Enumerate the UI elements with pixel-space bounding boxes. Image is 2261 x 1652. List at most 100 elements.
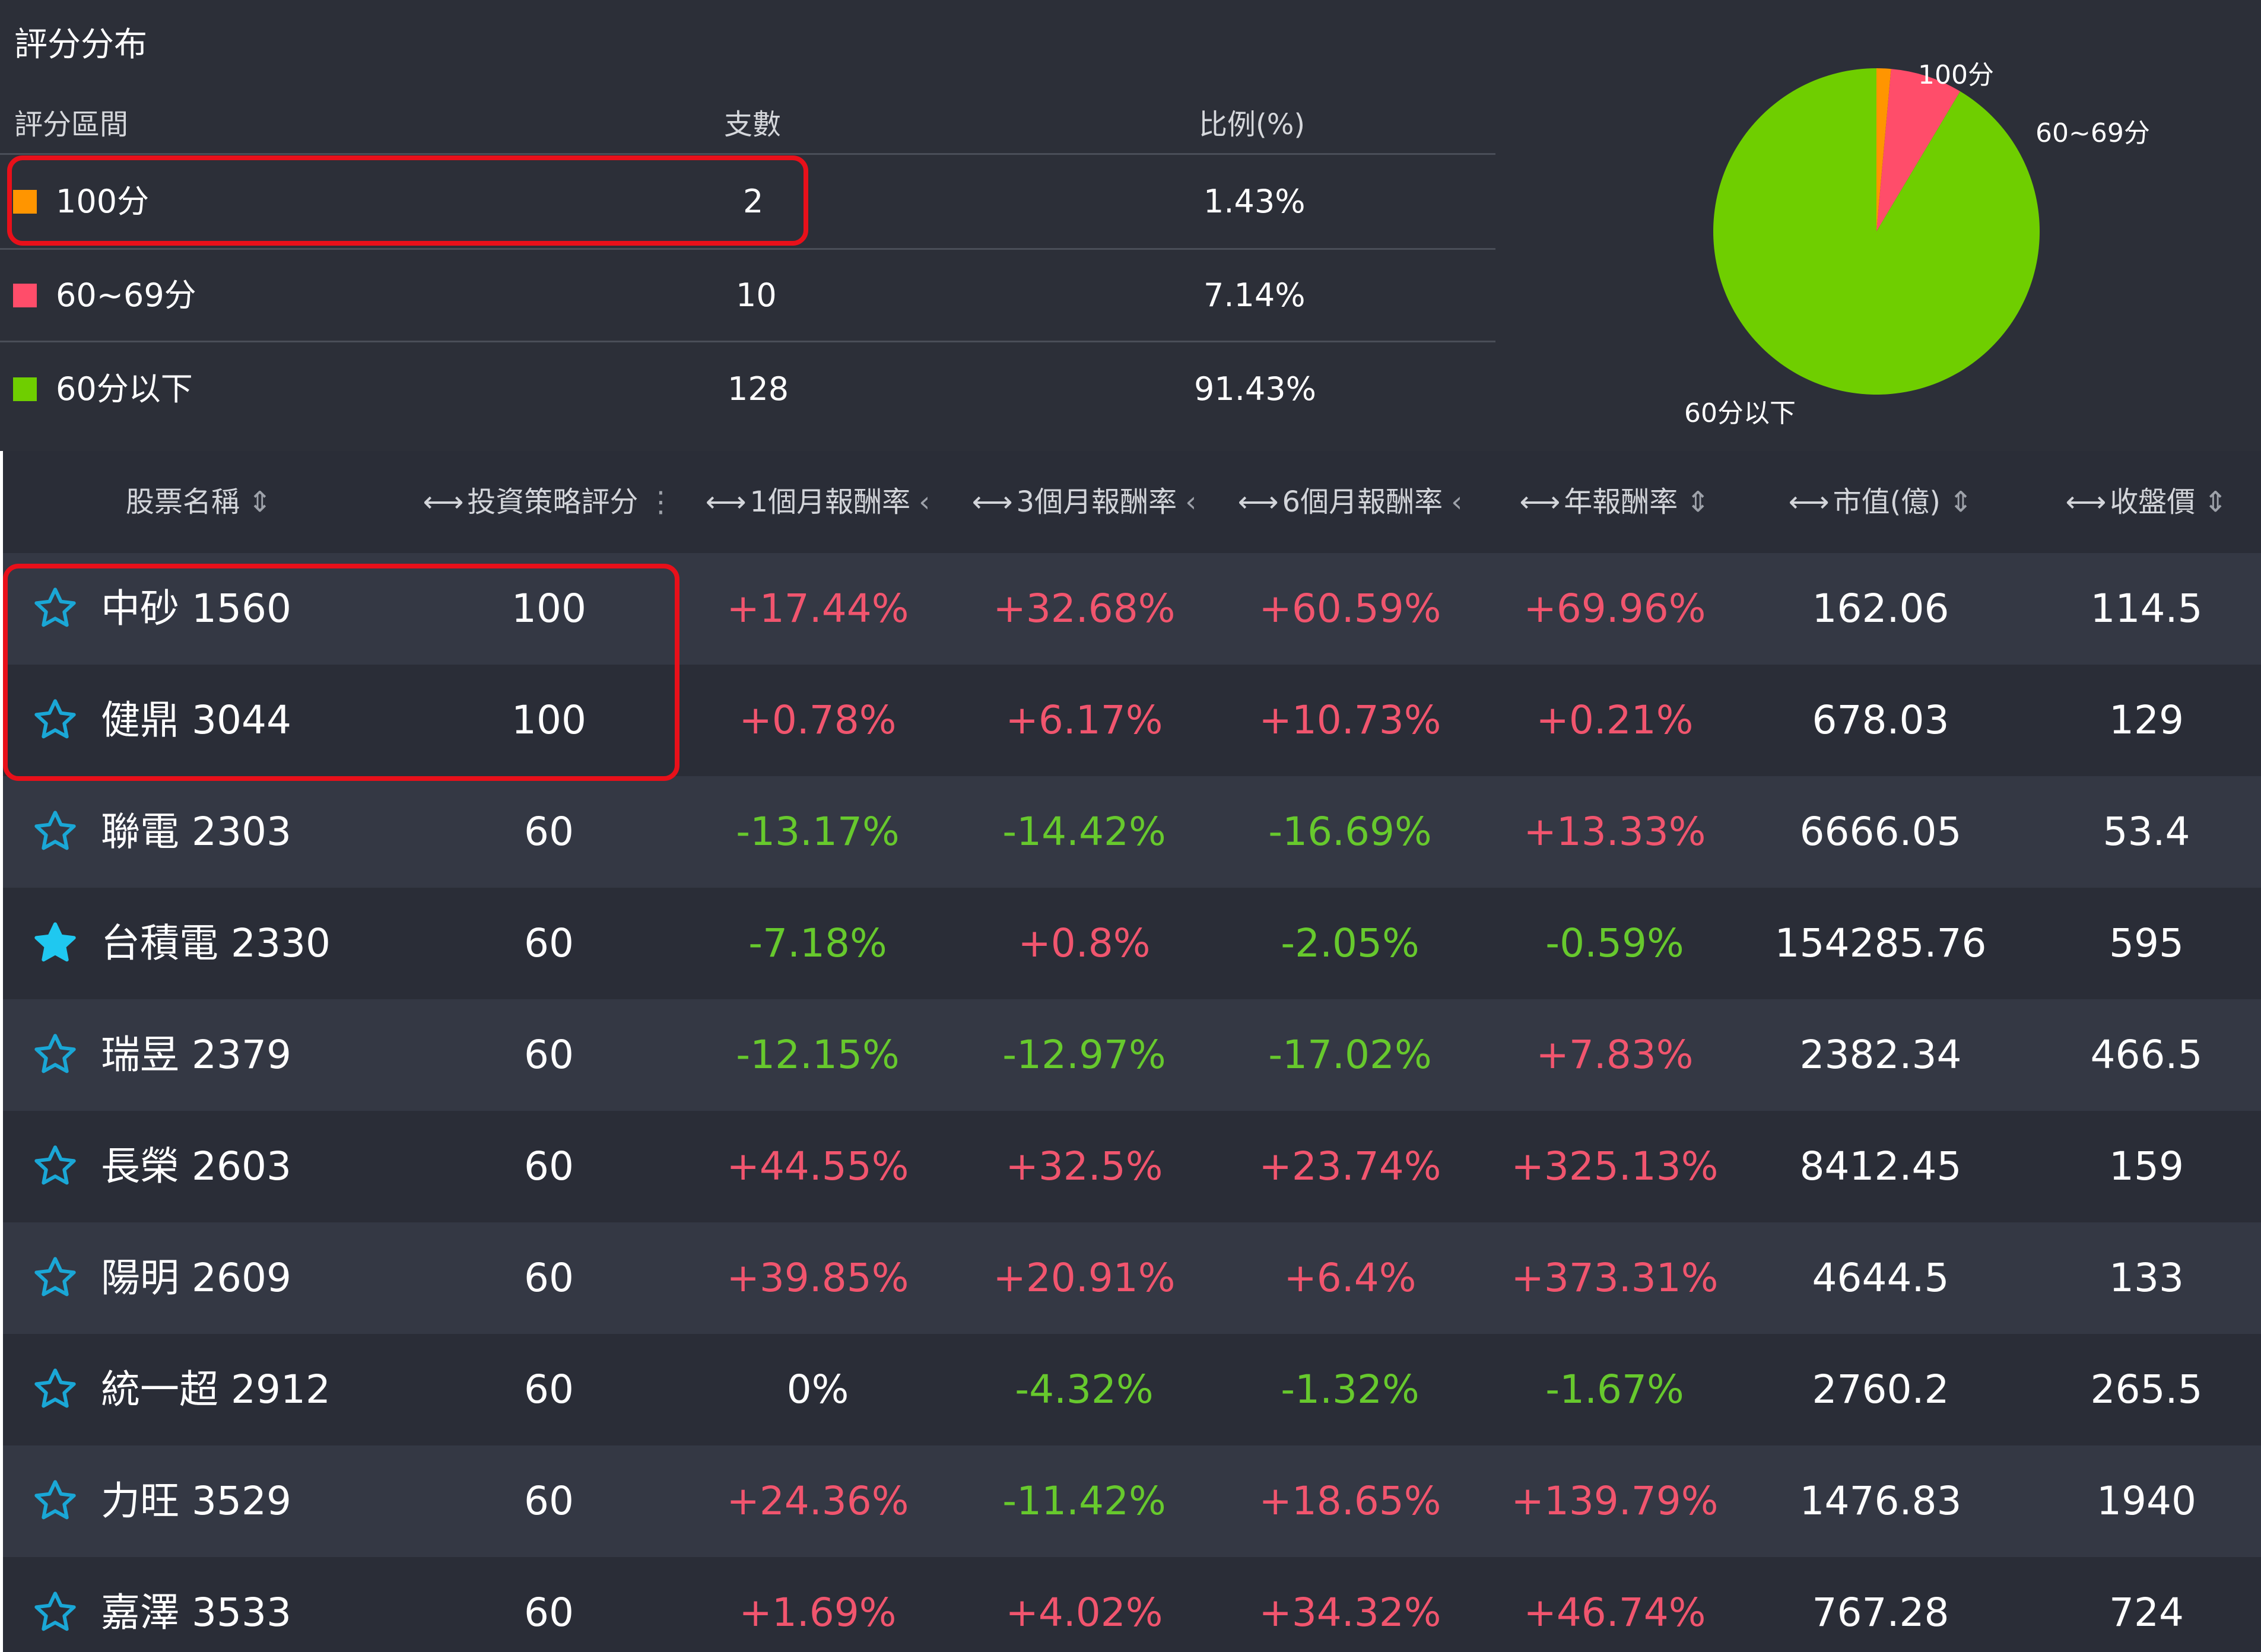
resize-arrow-icon: ⟷ bbox=[705, 485, 747, 519]
star-outline-icon[interactable] bbox=[31, 1365, 79, 1413]
cell-score: 60 bbox=[524, 1478, 574, 1524]
count-value: 128 bbox=[728, 370, 789, 408]
cell-m1: -12.15% bbox=[736, 1032, 900, 1078]
pie-slice bbox=[1876, 68, 1891, 231]
stock-name[interactable]: 健鼎 3044 bbox=[101, 697, 291, 743]
pie-slice bbox=[1713, 68, 2040, 395]
column-header-label: 股票名稱 bbox=[125, 485, 240, 519]
resize-arrow-icon: ⟷ bbox=[423, 485, 464, 519]
sort-icon[interactable]: ⋮ bbox=[646, 485, 675, 519]
divider bbox=[0, 341, 1495, 342]
stock-name[interactable]: 力旺 3529 bbox=[101, 1478, 291, 1524]
star-outline-icon[interactable] bbox=[31, 808, 79, 855]
column-header[interactable]: 股票名稱 ⇕ bbox=[126, 451, 272, 553]
cell-cap: 1476.83 bbox=[1799, 1478, 1962, 1524]
cell-m3: +32.5% bbox=[1005, 1143, 1163, 1189]
star-outline-icon[interactable] bbox=[31, 1477, 79, 1524]
cell-m3: +20.91% bbox=[993, 1255, 1176, 1301]
cell-m3: -12.97% bbox=[1002, 1032, 1166, 1078]
cell-score: 60 bbox=[524, 809, 574, 854]
stock-name[interactable]: 瑞昱 2379 bbox=[101, 1032, 291, 1078]
stock-name[interactable]: 陽明 2609 bbox=[101, 1255, 291, 1301]
sort-icon[interactable]: ‹ bbox=[1185, 485, 1197, 519]
resize-arrow-icon: ⟷ bbox=[1519, 485, 1561, 519]
star-outline-icon[interactable] bbox=[31, 1031, 79, 1078]
star-outline-icon[interactable] bbox=[31, 696, 79, 744]
stock-name[interactable]: 長榮 2603 bbox=[101, 1143, 291, 1189]
column-header[interactable]: ⟷ 6個月報酬率 ‹ bbox=[1238, 451, 1463, 553]
cell-m6: +6.4% bbox=[1284, 1255, 1417, 1301]
cell-m3: +32.68% bbox=[993, 586, 1176, 631]
ratio-value: 7.14% bbox=[1203, 277, 1306, 314]
cell-score: 60 bbox=[524, 1367, 574, 1412]
column-header[interactable]: ⟷ 市值(億) ⇕ bbox=[1789, 451, 1973, 553]
sort-icon[interactable]: ⇕ bbox=[1949, 485, 1973, 519]
table-row[interactable]: 力旺 3529 60 +24.36% -11.42% +18.65% +139.79% 14… bbox=[3, 1446, 2261, 1557]
resize-arrow-icon: ⟷ bbox=[2065, 485, 2107, 519]
cell-y1: +13.33% bbox=[1523, 809, 1706, 854]
table-row[interactable]: 統一超 2912 60 0% -4.32% -1.32% -1.67% 2760.2 265.… bbox=[3, 1334, 2261, 1446]
highlight-box-100 bbox=[7, 155, 808, 246]
stock-name[interactable]: 中砂 1560 bbox=[101, 586, 291, 631]
cell-score: 60 bbox=[524, 1255, 574, 1301]
star-outline-icon[interactable] bbox=[31, 584, 79, 632]
column-header[interactable]: ⟷ 收盤價 ⇕ bbox=[2065, 451, 2227, 553]
table-row[interactable]: 長榮 2603 60 +44.55% +32.5% +23.74% +325.13% 841… bbox=[3, 1111, 2261, 1222]
cell-m3: -14.42% bbox=[1002, 809, 1166, 854]
cell-cap: 8412.45 bbox=[1799, 1143, 1962, 1189]
cell-close: 114.5 bbox=[2090, 586, 2203, 631]
cell-m1: +39.85% bbox=[726, 1255, 909, 1301]
cell-close: 133 bbox=[2109, 1255, 2184, 1301]
cell-cap: 767.28 bbox=[1812, 1590, 1949, 1635]
table-row[interactable]: 嘉澤 3533 60 +1.69% +4.02% +34.32% +46.74% 767.2… bbox=[3, 1557, 2261, 1652]
table-row[interactable]: 健鼎 3044 100 +0.78% +6.17% +10.73% +0.21% 678.0… bbox=[3, 665, 2261, 776]
cell-m1: -13.17% bbox=[736, 809, 900, 854]
cell-y1: -1.67% bbox=[1545, 1367, 1684, 1412]
cell-m3: +4.02% bbox=[1005, 1590, 1163, 1635]
distribution-row: 60~69分 10 7.14% bbox=[0, 249, 1495, 342]
sort-icon[interactable]: ⇕ bbox=[1686, 485, 1710, 519]
cell-cap: 6666.05 bbox=[1799, 809, 1962, 854]
pie-label-below-60: 60分以下 bbox=[1684, 398, 1796, 428]
divider bbox=[0, 153, 1495, 155]
star-outline-icon[interactable] bbox=[31, 1254, 79, 1301]
ratio-value: 1.43% bbox=[1203, 183, 1306, 220]
pie-slice bbox=[1876, 69, 1961, 231]
cell-y1: +0.21% bbox=[1536, 697, 1694, 743]
star-outline-icon[interactable] bbox=[31, 1142, 79, 1190]
column-header[interactable]: ⟷ 1個月報酬率 ‹ bbox=[706, 451, 931, 553]
column-header[interactable]: ⟷ 年報酬率 ⇕ bbox=[1519, 451, 1710, 553]
sort-icon[interactable]: ⇕ bbox=[247, 485, 272, 519]
range-label: 60~69分 bbox=[56, 277, 196, 314]
cell-m6: +23.74% bbox=[1259, 1143, 1441, 1189]
distribution-title: 評分分布 bbox=[14, 26, 147, 64]
cell-m6: +18.65% bbox=[1259, 1478, 1441, 1524]
table-row[interactable]: 陽明 2609 60 +39.85% +20.91% +6.4% +373.31% 4644… bbox=[3, 1222, 2261, 1334]
table-row[interactable]: 台積電 2330 60 -7.18% +0.8% -2.05% -0.59% 154285.… bbox=[3, 888, 2261, 999]
cell-m6: +34.32% bbox=[1259, 1590, 1441, 1635]
star-filled-icon[interactable] bbox=[31, 919, 79, 967]
resize-arrow-icon: ⟷ bbox=[1237, 485, 1279, 519]
stock-name[interactable]: 統一超 2912 bbox=[101, 1367, 331, 1412]
cell-m6: -17.02% bbox=[1268, 1032, 1432, 1078]
stock-name[interactable]: 聯電 2303 bbox=[101, 809, 291, 854]
stock-name[interactable]: 台積電 2330 bbox=[101, 920, 331, 966]
table-row[interactable]: 聯電 2303 60 -13.17% -14.42% -16.69% +13.33% 666… bbox=[3, 776, 2261, 888]
count-value: 2 bbox=[743, 183, 764, 220]
table-row[interactable]: 中砂 1560 100 +17.44% +32.68% +60.59% +69.96% 16… bbox=[3, 553, 2261, 665]
column-header[interactable]: ⟷ 3個月報酬率 ‹ bbox=[972, 451, 1197, 553]
sort-icon[interactable]: ‹ bbox=[1451, 485, 1463, 519]
cell-y1: +7.83% bbox=[1536, 1032, 1694, 1078]
table-row[interactable]: 瑞昱 2379 60 -12.15% -12.97% -17.02% +7.83% 2382… bbox=[3, 999, 2261, 1111]
resize-arrow-icon: ⟷ bbox=[971, 485, 1013, 519]
cell-score: 60 bbox=[524, 1143, 574, 1189]
column-header[interactable]: ⟷ 投資策略評分 ⋮ bbox=[423, 451, 675, 553]
column-header-label: 年報酬率 bbox=[1564, 485, 1678, 519]
star-outline-icon[interactable] bbox=[31, 1589, 79, 1636]
cell-close: 129 bbox=[2109, 697, 2184, 743]
count-value: 10 bbox=[736, 277, 777, 314]
cell-m6: -1.32% bbox=[1281, 1367, 1420, 1412]
sort-icon[interactable]: ‹ bbox=[919, 485, 931, 519]
sort-icon[interactable]: ⇕ bbox=[2203, 485, 2228, 519]
stock-name[interactable]: 嘉澤 3533 bbox=[101, 1590, 291, 1635]
